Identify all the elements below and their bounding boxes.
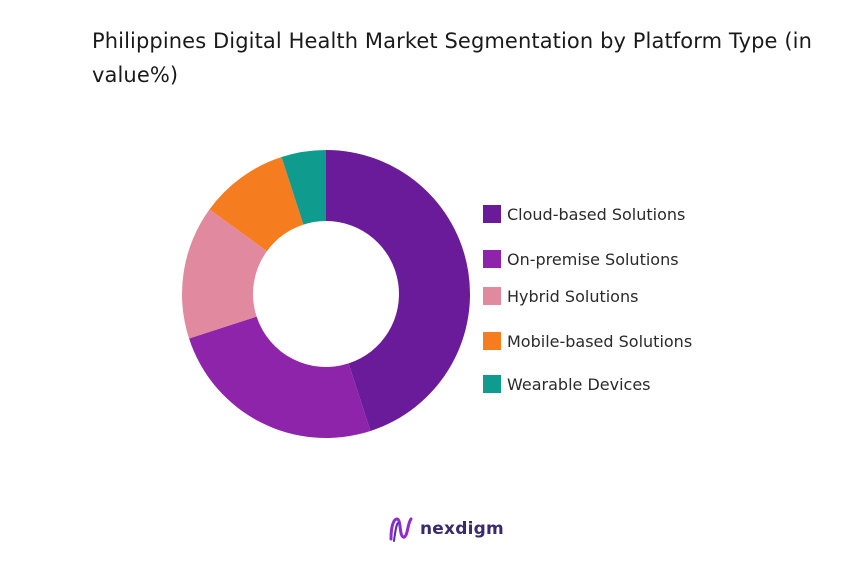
legend-swatch [483,250,501,268]
chart-title: Philippines Digital Health Market Segmen… [92,29,812,87]
legend-item: Cloud-based Solutions [483,203,685,225]
slice-wearable-devices [281,150,326,225]
legend-swatch [483,287,501,305]
legend-label: Wearable Devices [507,374,651,394]
legend-swatch [483,205,501,223]
legend-label: Hybrid Solutions [507,286,639,306]
nexdigm-logo-icon [389,517,413,542]
legend-item: On-premise Solutions [483,248,679,270]
legend-item: Mobile-based Solutions [483,330,692,352]
legend-item: Wearable Devices [483,373,651,395]
brand-logo: nexdigm [388,514,504,544]
legend-swatch [483,332,501,350]
legend-item: Hybrid Solutions [483,285,638,307]
slice-hybrid-solutions [182,209,267,339]
legend-swatch [483,375,501,393]
slice-cloud-based-solutions [326,150,471,431]
brand-name: nexdigm [420,519,504,539]
legend-label: Cloud-based Solutions [507,204,686,224]
legend-label: On-premise Solutions [507,249,679,269]
slice-mobile-based-solutions [209,157,304,252]
slice-on-premise-solutions [189,316,371,438]
legend-label: Mobile-based Solutions [507,331,693,351]
